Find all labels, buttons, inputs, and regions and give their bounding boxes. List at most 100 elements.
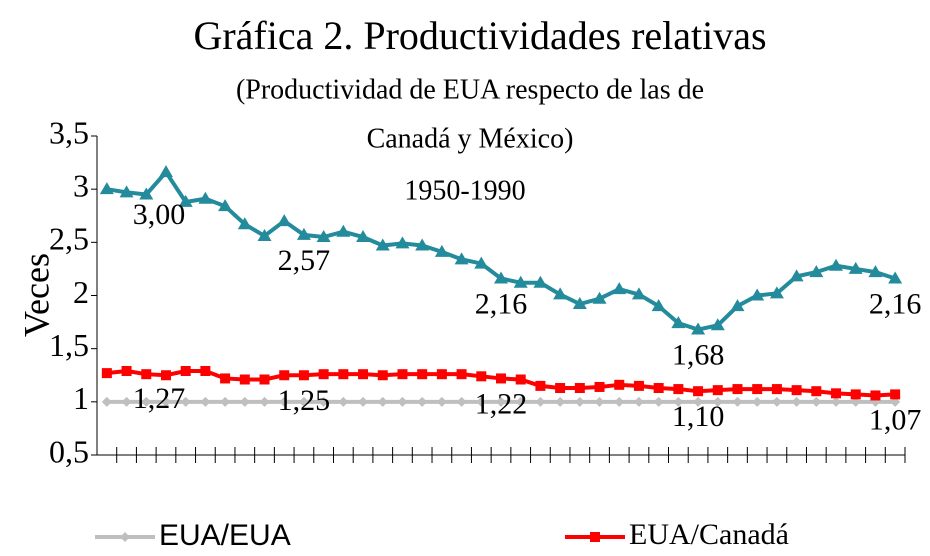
marker [750,288,765,301]
marker [811,386,822,397]
y-tick-label: 3 [73,168,89,204]
marker [791,385,802,396]
marker [732,396,743,407]
y-axis-label: Veces [16,253,56,337]
marker [673,396,684,407]
marker [732,384,743,395]
data-label: 1,68 [672,338,725,371]
data-label: 1,27 [133,382,186,415]
marker [298,370,309,381]
marker [752,396,763,407]
marker [572,297,587,310]
y-tick-label: 2 [73,274,89,310]
marker [693,386,704,397]
data-label: 1,25 [278,384,331,417]
marker [671,316,686,329]
marker [415,238,430,251]
annotation: 1950-1990 [404,175,525,206]
marker [338,396,349,407]
marker [239,374,250,385]
marker [178,194,193,207]
marker [870,390,881,401]
legend-label: EUA/Canadá [629,518,789,551]
marker [868,265,883,278]
marker [377,370,388,381]
marker [279,396,290,407]
marker [594,381,605,392]
marker [239,396,250,407]
marker [338,369,349,380]
marker [474,256,489,269]
marker [436,369,447,380]
marker [158,165,173,178]
marker [712,396,723,407]
marker [200,396,211,407]
marker [535,380,546,391]
marker [417,369,428,380]
y-tick-label: 1,5 [49,327,89,363]
marker [890,389,901,400]
marker [356,230,371,243]
chart-subtitle: (Productividad de EUA respecto de las de [236,74,704,105]
marker [358,369,369,380]
marker [259,396,270,407]
marker [653,396,664,407]
marker [592,291,607,304]
marker [555,396,566,407]
marker [141,369,152,380]
data-label: 1,22 [475,387,528,420]
marker [829,258,844,271]
marker [454,252,469,265]
marker [237,217,252,230]
marker [633,396,644,407]
marker [141,396,152,407]
marker [397,396,408,407]
marker [494,271,508,284]
marker [533,275,548,288]
data-label: 3,00 [133,198,186,231]
marker [831,396,842,407]
data-label: 2,16 [869,287,922,320]
marker [574,383,585,394]
marker [555,383,566,394]
chart-subtitle: Canadá y México) [367,123,574,154]
data-label: 1,10 [672,400,725,433]
marker [395,236,410,249]
marker [218,199,233,212]
marker [119,185,134,198]
marker [574,396,585,407]
marker [811,396,822,407]
marker [397,369,408,380]
data-label: 2,16 [475,287,528,320]
marker [139,187,154,200]
marker [612,282,627,295]
marker [553,287,568,300]
marker [496,396,506,407]
chart-title: Gráfica 2. Productividades relativas [193,13,766,58]
marker [279,370,290,381]
marker [220,373,231,384]
marker [771,396,782,407]
y-tick-label: 1 [73,380,89,416]
marker [712,385,723,396]
marker [850,389,861,400]
marker [614,379,625,390]
y-tick-label: 3,5 [49,114,89,150]
marker [120,532,130,542]
marker [377,396,388,407]
marker [515,374,526,385]
y-tick-label: 0,5 [49,433,89,469]
marker [456,396,467,407]
marker [535,396,546,407]
marker [456,369,467,380]
marker [160,396,171,407]
marker [198,191,213,204]
marker [590,532,600,542]
marker [121,365,132,376]
marker [296,227,311,240]
marker [848,261,863,274]
marker [476,371,487,382]
marker [436,396,447,407]
marker [771,384,782,395]
